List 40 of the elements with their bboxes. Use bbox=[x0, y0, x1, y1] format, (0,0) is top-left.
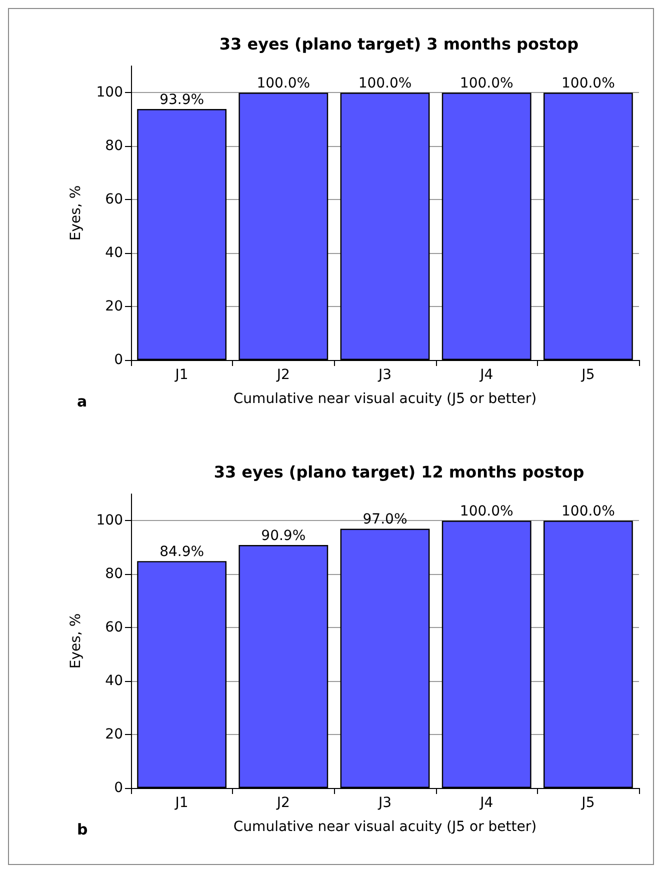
data-label: 84.9% bbox=[160, 544, 204, 560]
chart-title: 33 eyes (plano target) 3 months postop bbox=[219, 34, 579, 54]
data-label: 90.9% bbox=[261, 528, 306, 544]
y-tick-label: 0 bbox=[114, 780, 123, 796]
x-axis-title: Cumulative near visual acuity (J5 or better) bbox=[233, 819, 537, 835]
y-tick-label: 60 bbox=[105, 620, 123, 636]
x-tick-label: J5 bbox=[580, 795, 595, 811]
y-tick-label: 100 bbox=[96, 84, 123, 101]
y-tick-label: 80 bbox=[105, 138, 123, 154]
x-tick-label: J1 bbox=[174, 795, 188, 811]
y-tick-label: 80 bbox=[105, 566, 123, 582]
data-label: 100.0% bbox=[460, 76, 514, 92]
data-label: 100.0% bbox=[256, 76, 310, 92]
x-tick-label: J3 bbox=[377, 367, 392, 383]
y-tick-label: 0 bbox=[114, 352, 123, 368]
y-tick-label: 20 bbox=[105, 726, 123, 743]
x-tick-label: J4 bbox=[479, 367, 494, 383]
x-tick-label: J4 bbox=[479, 795, 494, 811]
y-tick-label: 20 bbox=[105, 298, 123, 315]
y-axis-title: Eyes, % bbox=[68, 613, 84, 669]
x-axis-title: Cumulative near visual acuity (J5 or better) bbox=[233, 391, 537, 407]
data-label: 100.0% bbox=[460, 504, 514, 520]
y-tick-label: 100 bbox=[96, 512, 123, 529]
x-tick-label: J5 bbox=[580, 367, 595, 383]
data-label: 100.0% bbox=[562, 76, 615, 92]
y-tick-label: 40 bbox=[105, 245, 123, 262]
text: b bbox=[77, 820, 88, 838]
x-tick-label: J2 bbox=[276, 367, 290, 383]
y-axis-title: Eyes, % bbox=[68, 185, 84, 241]
x-tick-label: J1 bbox=[174, 367, 188, 383]
y-tick-label: 60 bbox=[105, 192, 123, 208]
data-label: 97.0% bbox=[362, 512, 408, 528]
y-tick-label: 40 bbox=[105, 673, 123, 690]
text: a bbox=[77, 392, 88, 410]
data-label: 100.0% bbox=[358, 76, 412, 92]
x-tick-label: J3 bbox=[377, 795, 392, 811]
x-tick-label: J2 bbox=[276, 795, 290, 811]
data-label: 100.0% bbox=[562, 504, 615, 520]
data-label: 93.9% bbox=[160, 92, 204, 108]
chart-title: 33 eyes (plano target) 12 months postop bbox=[214, 462, 584, 482]
